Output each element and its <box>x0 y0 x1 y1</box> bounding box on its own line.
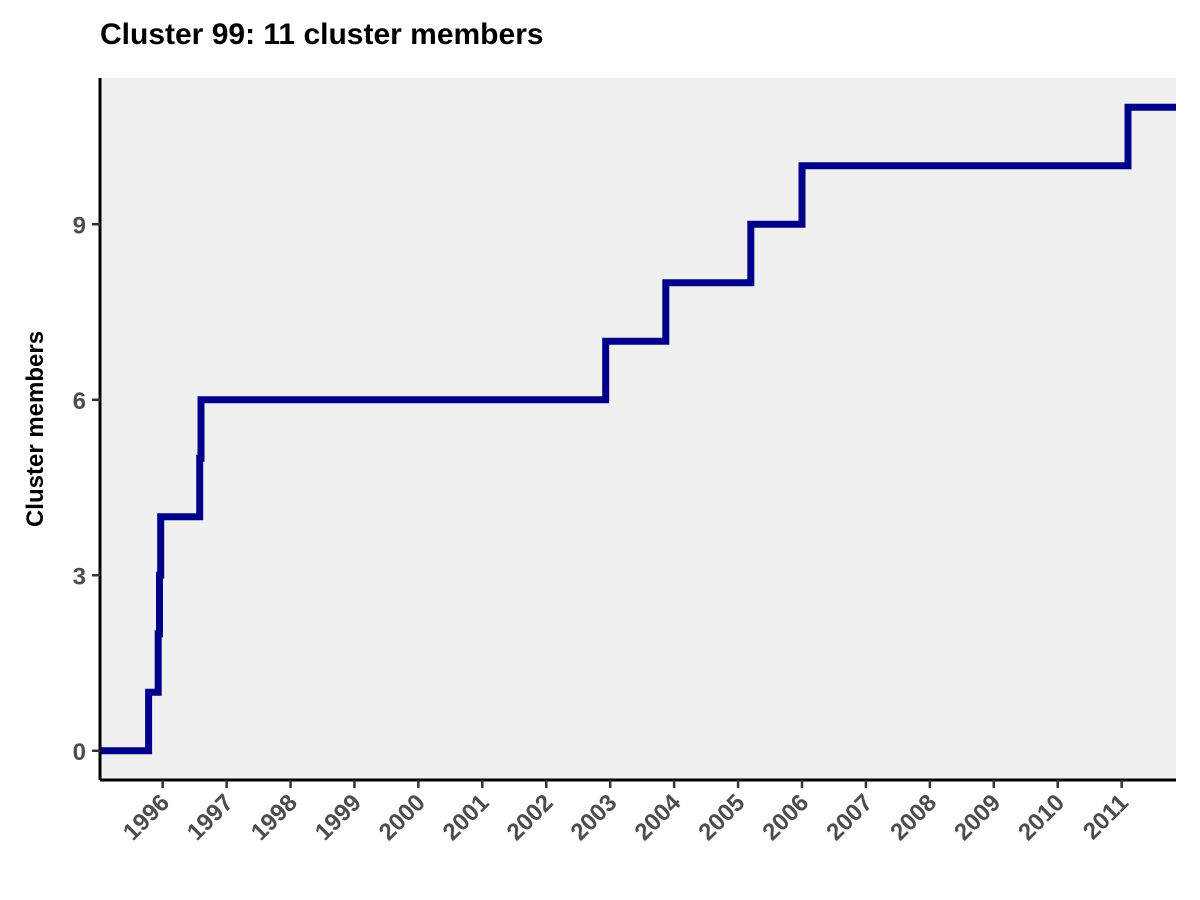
x-tick-label: 1999 <box>310 789 367 846</box>
chart-title: Cluster 99: 11 cluster members <box>100 18 544 51</box>
x-tick-label: 2004 <box>630 789 687 846</box>
y-tick-label: 6 <box>73 388 86 415</box>
y-tick-label: 9 <box>73 212 86 239</box>
x-tick-label: 2009 <box>949 789 1006 846</box>
x-tick-label: 2000 <box>374 789 431 846</box>
plot-panel <box>100 78 1176 780</box>
x-tick-label: 2010 <box>1013 789 1070 846</box>
x-tick-label: 2001 <box>438 789 495 846</box>
y-tick-label: 0 <box>73 739 86 766</box>
x-tick-label: 2003 <box>566 789 623 846</box>
y-axis-label: Cluster members <box>22 331 49 527</box>
y-tick-label: 3 <box>73 563 86 590</box>
x-tick-label: 2002 <box>502 789 559 846</box>
x-tick-label: 1996 <box>118 789 175 846</box>
x-tick-label: 2006 <box>757 789 814 846</box>
x-tick-label: 1998 <box>246 789 303 846</box>
x-tick-label: 2011 <box>1078 789 1134 845</box>
x-tick-label: 2005 <box>693 789 750 846</box>
series-line-0 <box>100 103 1176 755</box>
x-tick-label: 1997 <box>182 789 239 846</box>
x-tick-label: 2007 <box>821 789 878 846</box>
x-tick-label: 2008 <box>885 789 942 846</box>
chart-marks <box>100 103 1176 755</box>
